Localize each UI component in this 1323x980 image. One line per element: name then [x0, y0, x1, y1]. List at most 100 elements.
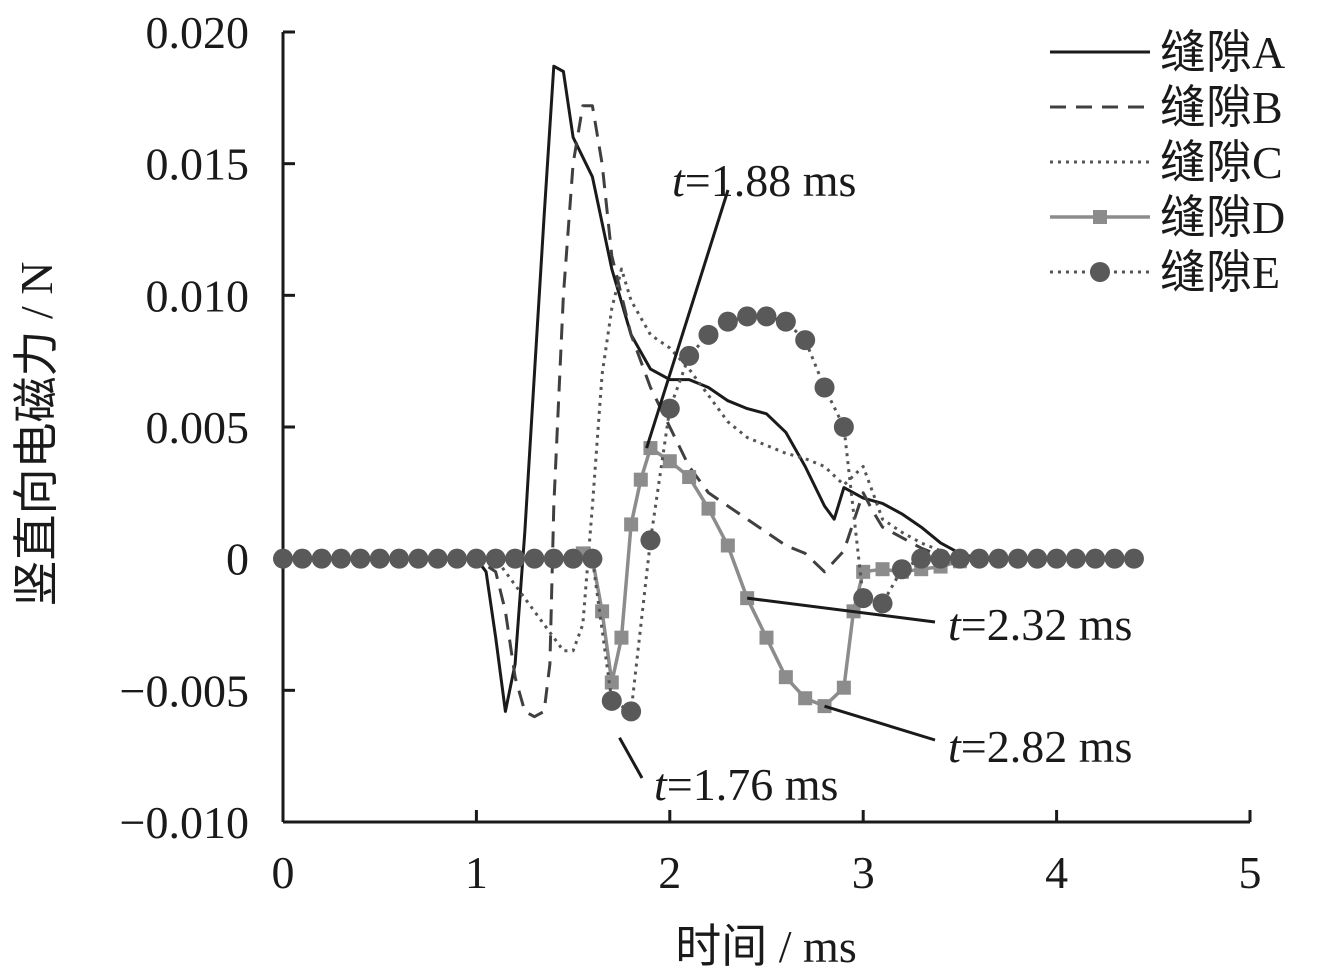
- data-point-circle: [949, 548, 970, 569]
- legend-label: 缝隙C: [1160, 137, 1283, 188]
- y-tick-label: 0.005: [146, 402, 250, 453]
- data-point-square: [759, 630, 774, 645]
- data-point-square: [682, 470, 697, 485]
- data-point-circle: [679, 345, 700, 366]
- data-point-square: [643, 441, 658, 456]
- annotation: t=2.82 ms: [824, 704, 1132, 772]
- series-line: [283, 267, 980, 653]
- series-layer: [273, 64, 1144, 722]
- legend-marker-square: [1093, 210, 1107, 224]
- data-point-circle: [891, 559, 912, 580]
- data-point-square: [701, 501, 716, 516]
- annotation-label: t=2.32 ms: [948, 599, 1132, 650]
- data-point-circle: [447, 548, 468, 569]
- data-point-circle: [969, 548, 990, 569]
- data-point-circle: [369, 548, 390, 569]
- data-point-circle: [775, 311, 796, 332]
- data-point-circle: [853, 588, 874, 609]
- annotation-t: t: [672, 155, 686, 206]
- data-point-square: [875, 562, 890, 577]
- data-point-circle: [621, 701, 642, 722]
- annotation-label: t=2.82 ms: [948, 721, 1132, 772]
- data-point-circle: [795, 330, 816, 351]
- data-point-circle: [756, 306, 777, 327]
- data-point-circle: [543, 548, 564, 569]
- annotation: t=2.32 ms: [746, 596, 1132, 650]
- annotation-t: t: [948, 599, 962, 650]
- legend-item: 缝隙E: [1050, 247, 1280, 298]
- legend-item: 缝隙B: [1050, 82, 1283, 133]
- annotation-value: =2.82 ms: [961, 721, 1133, 772]
- y-ticks: −0.010 −0.005 0 0.005 0.010 0.015 0.020: [120, 7, 295, 848]
- data-point-square: [604, 675, 619, 690]
- series-e: [273, 306, 1144, 722]
- annotations: t=1.88 mst=2.32 mst=2.82 mst=1.76 ms: [618, 155, 1132, 810]
- data-point-circle: [485, 548, 506, 569]
- x-ticks: 0 1 2 3 4 5: [272, 810, 1262, 898]
- data-point-circle: [659, 398, 680, 419]
- annotation-t: t: [654, 759, 668, 810]
- legend-label: 缝隙A: [1160, 27, 1285, 78]
- data-point-circle: [814, 377, 835, 398]
- annotation-value: =1.88 ms: [685, 155, 857, 206]
- data-point-square: [595, 604, 610, 619]
- legend-marker-circle: [1090, 262, 1110, 282]
- annotation-t: t: [948, 721, 962, 772]
- series-b: [283, 104, 980, 719]
- annotation-label: t=1.88 ms: [672, 155, 856, 206]
- data-point-circle: [505, 548, 526, 569]
- data-point-circle: [273, 548, 293, 569]
- data-point-circle: [524, 548, 545, 569]
- legend-item: 缝隙C: [1050, 137, 1283, 188]
- series-c: [283, 267, 980, 653]
- x-tick-label: 2: [658, 847, 681, 898]
- y-tick-label: 0.015: [146, 139, 250, 190]
- data-point-square: [624, 517, 639, 532]
- data-point-square: [836, 680, 851, 695]
- data-point-circle: [911, 548, 932, 569]
- data-point-square: [778, 670, 793, 685]
- data-point-circle: [311, 548, 332, 569]
- y-tick-label: 0.010: [146, 270, 250, 321]
- series-line: [283, 446, 980, 708]
- data-point-circle: [737, 306, 758, 327]
- data-point-circle: [466, 548, 487, 569]
- data-point-square: [662, 454, 677, 469]
- data-point-circle: [988, 548, 1009, 569]
- annotation-leader: [824, 704, 936, 742]
- data-point-circle: [872, 593, 893, 614]
- data-point-circle: [1007, 548, 1028, 569]
- data-point-circle: [427, 548, 448, 569]
- x-tick-label: 5: [1239, 847, 1262, 898]
- data-point-circle: [601, 690, 622, 711]
- y-tick-label: 0: [226, 534, 249, 585]
- data-point-circle: [408, 548, 429, 569]
- series-line: [283, 104, 980, 719]
- series-a: [283, 64, 999, 713]
- x-tick-label: 1: [465, 847, 488, 898]
- legend-item: 缝隙A: [1050, 27, 1285, 78]
- data-point-circle: [717, 311, 738, 332]
- x-tick-label: 0: [272, 847, 295, 898]
- legend-label: 缝隙D: [1160, 192, 1285, 243]
- data-point-circle: [698, 324, 719, 345]
- data-point-circle: [292, 548, 313, 569]
- y-axis-title: 竖直向电磁力 / N: [11, 262, 62, 607]
- legend-item: 缝隙D: [1050, 192, 1285, 243]
- data-point-circle: [1027, 548, 1048, 569]
- y-tick-label: −0.010: [120, 797, 249, 848]
- y-tick-label: −0.005: [120, 665, 249, 716]
- data-point-circle: [1104, 548, 1125, 569]
- data-point-circle: [1085, 548, 1106, 569]
- series-line: [283, 64, 999, 713]
- data-point-circle: [640, 530, 661, 551]
- data-point-circle: [350, 548, 371, 569]
- x-tick-label: 3: [852, 847, 875, 898]
- annotation: t=1.76 ms: [618, 737, 838, 810]
- series-d: [276, 441, 987, 714]
- x-axis-title: 时间 / ms: [675, 921, 856, 972]
- annotation-leader: [746, 596, 936, 624]
- data-point-square: [633, 472, 648, 487]
